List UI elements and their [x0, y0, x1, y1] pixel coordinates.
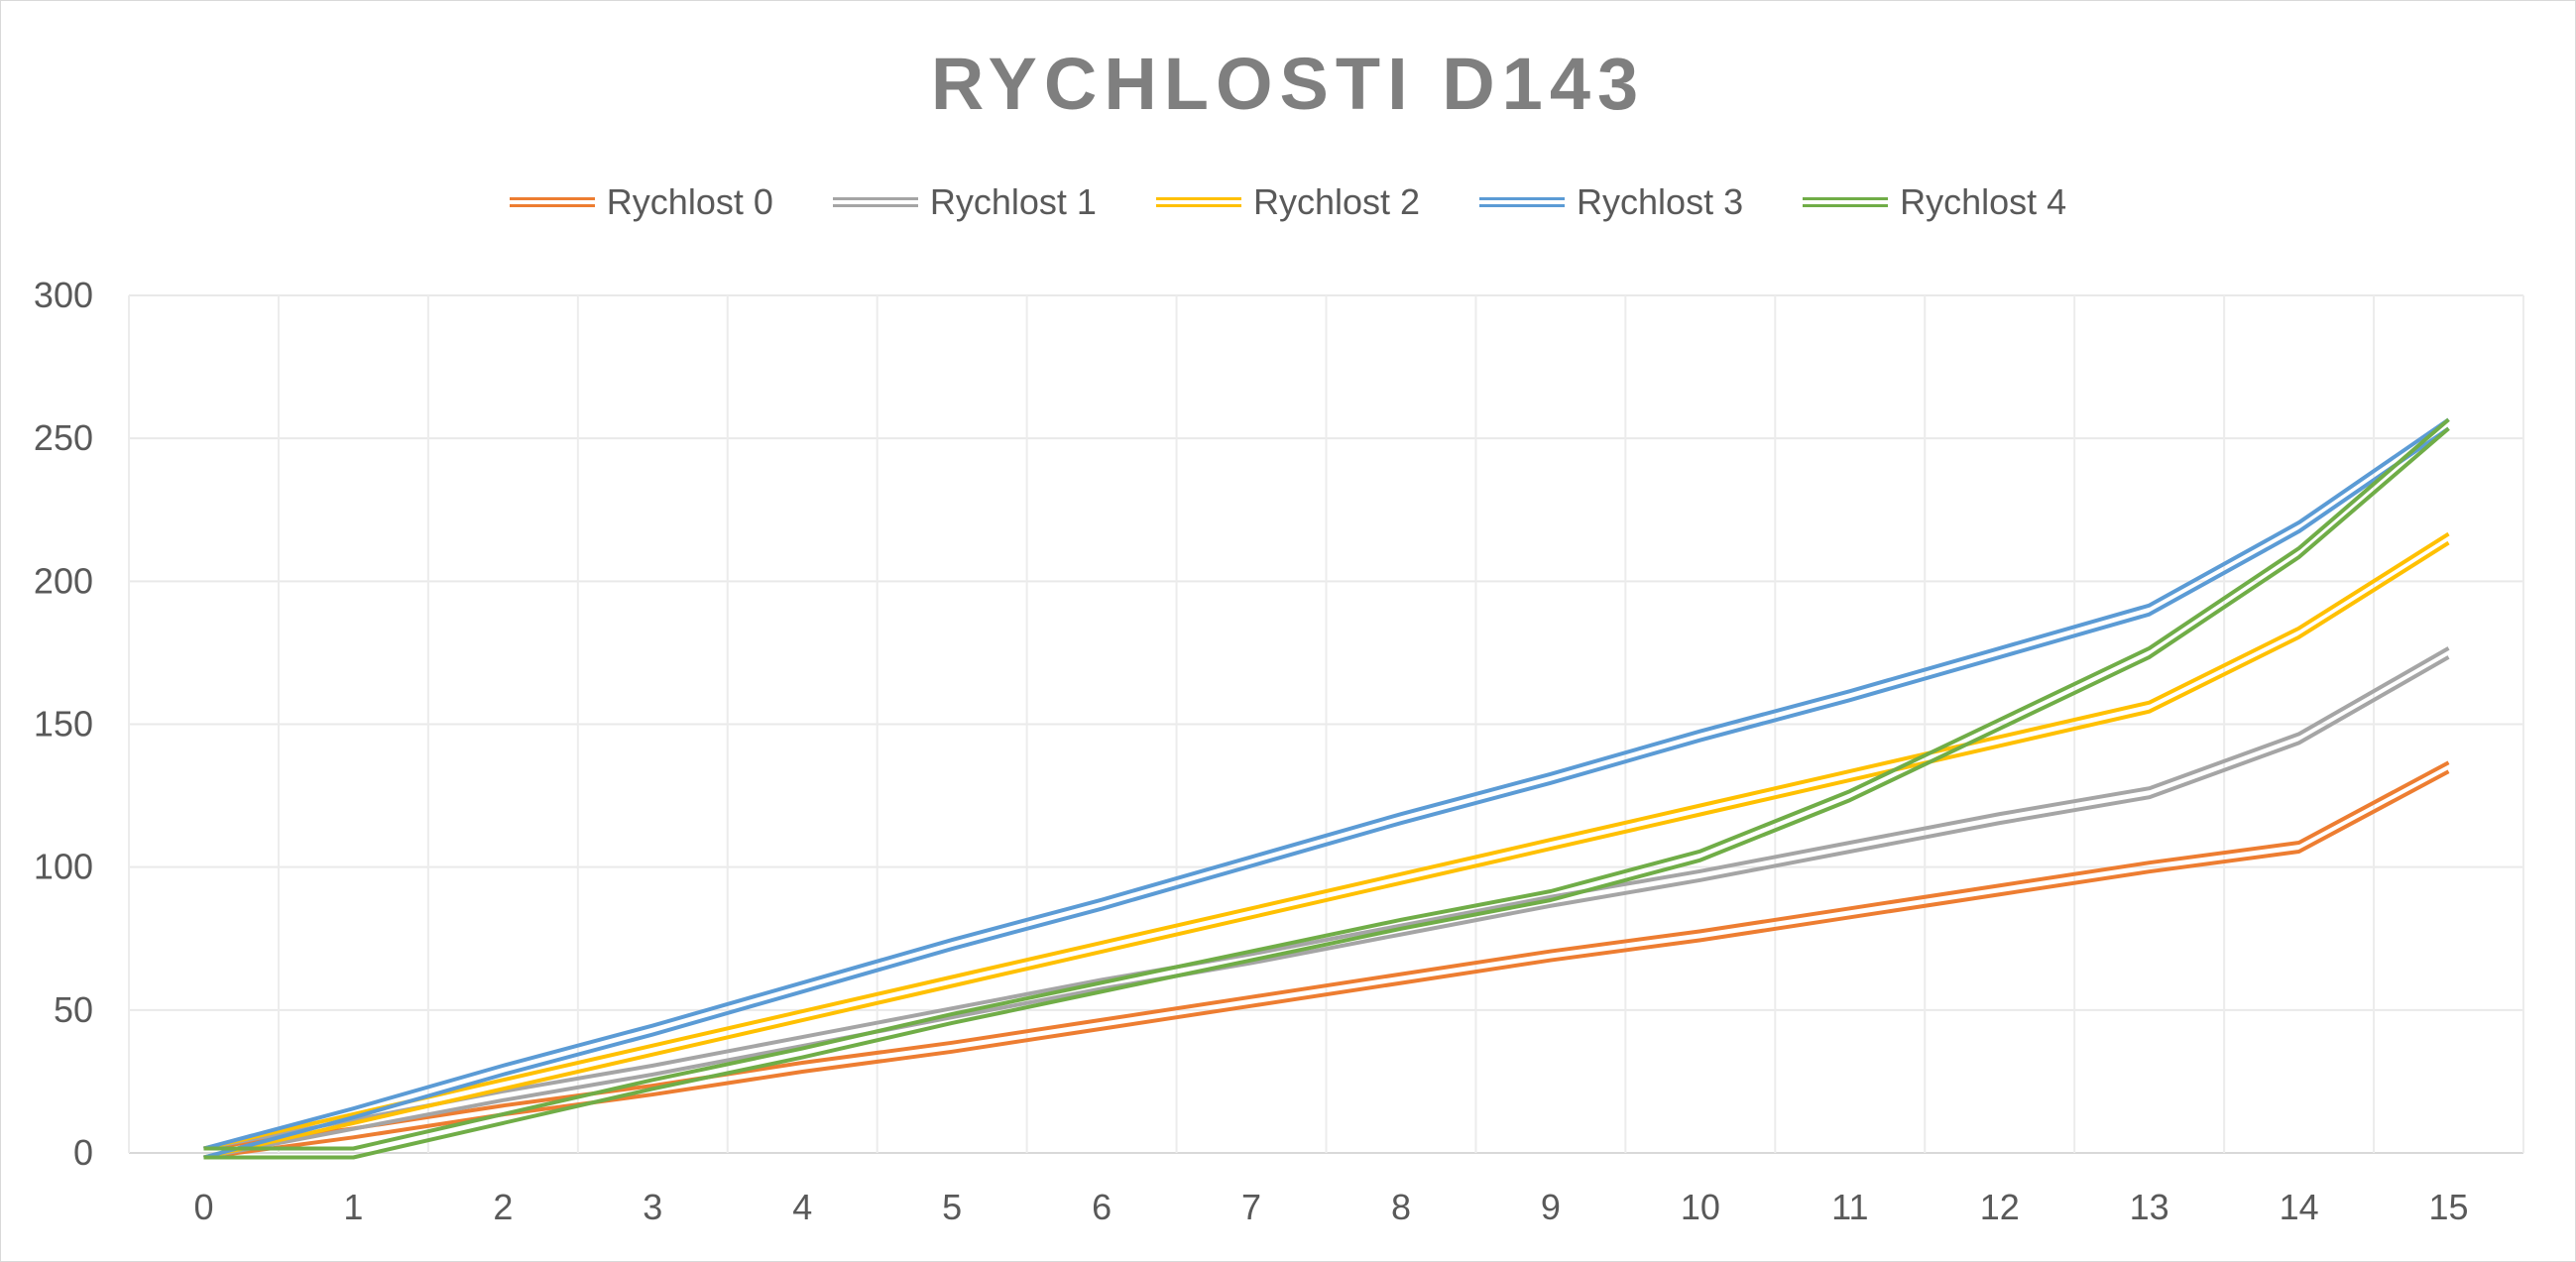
x-tick-label: 14 [2280, 1187, 2319, 1227]
y-tick-label: 200 [34, 560, 93, 601]
legend-label: Rychlost 0 [606, 181, 773, 222]
series-rychlost-4[interactable] [203, 417, 2450, 1160]
x-tick-label: 8 [1391, 1187, 1411, 1227]
y-tick-label: 100 [34, 847, 93, 887]
legend-swatch [1803, 195, 1889, 209]
x-tick-label: 13 [2130, 1187, 2169, 1227]
series-line-stroke [203, 646, 2450, 1151]
x-tick-label: 2 [493, 1187, 513, 1227]
gridlines [128, 294, 2524, 1154]
series-line-stroke [203, 426, 2450, 1160]
legend-swatch [509, 195, 595, 209]
x-tick-label: 7 [1241, 1187, 1261, 1227]
x-tick-label: 1 [343, 1187, 363, 1227]
y-tick-label: 300 [34, 275, 93, 315]
legend-item-rychlost-0[interactable]: Rychlost 0 [509, 181, 773, 223]
x-tick-label: 9 [1541, 1187, 1561, 1227]
y-tick-label: 150 [34, 704, 93, 745]
x-tick-label: 3 [643, 1187, 662, 1227]
chart-legend: Rychlost 0 Rychlost 1 Rychlost 2 Rychlos… [0, 181, 2576, 223]
x-tick-label: 4 [792, 1187, 812, 1227]
legend-swatch [1479, 195, 1566, 209]
legend-item-rychlost-3[interactable]: Rychlost 3 [1479, 181, 1743, 223]
y-tick-label: 250 [34, 417, 93, 458]
series-line-stroke [203, 540, 2450, 1160]
legend-label: Rychlost 2 [1252, 181, 1421, 222]
x-tick-label: 0 [193, 1187, 213, 1227]
legend-label: Rychlost 3 [1577, 181, 1744, 222]
series-line-stroke [202, 417, 2450, 1151]
legend-label: Rychlost 4 [1900, 181, 2067, 222]
legend-label: Rychlost 1 [929, 181, 1097, 222]
x-tick-label: 12 [1980, 1187, 2020, 1227]
series-rychlost-2[interactable] [203, 531, 2450, 1160]
x-tick-label: 6 [1092, 1187, 1112, 1227]
series-line-stroke [203, 655, 2450, 1160]
series-line-stroke [203, 417, 2450, 1151]
legend-item-rychlost-4[interactable]: Rychlost 4 [1803, 181, 2066, 223]
x-tick-label: 11 [1831, 1187, 1868, 1227]
y-tick-label: 50 [54, 989, 93, 1030]
series-lines [202, 417, 2450, 1160]
x-tick-label: 10 [1681, 1187, 1720, 1227]
legend-item-rychlost-2[interactable]: Rychlost 2 [1155, 181, 1421, 223]
chart-title: RYCHLOSTI D143 [930, 43, 1646, 125]
x-tick-label: 5 [942, 1187, 962, 1227]
legend-item-rychlost-1[interactable]: Rychlost 1 [832, 181, 1097, 223]
y-tick-label: 0 [73, 1132, 93, 1173]
series-line-stroke [203, 531, 2450, 1151]
legend-swatch [832, 195, 918, 209]
series-line-stroke [202, 426, 2450, 1160]
x-tick-label: 15 [2429, 1187, 2469, 1227]
legend-swatch [1155, 195, 1241, 209]
